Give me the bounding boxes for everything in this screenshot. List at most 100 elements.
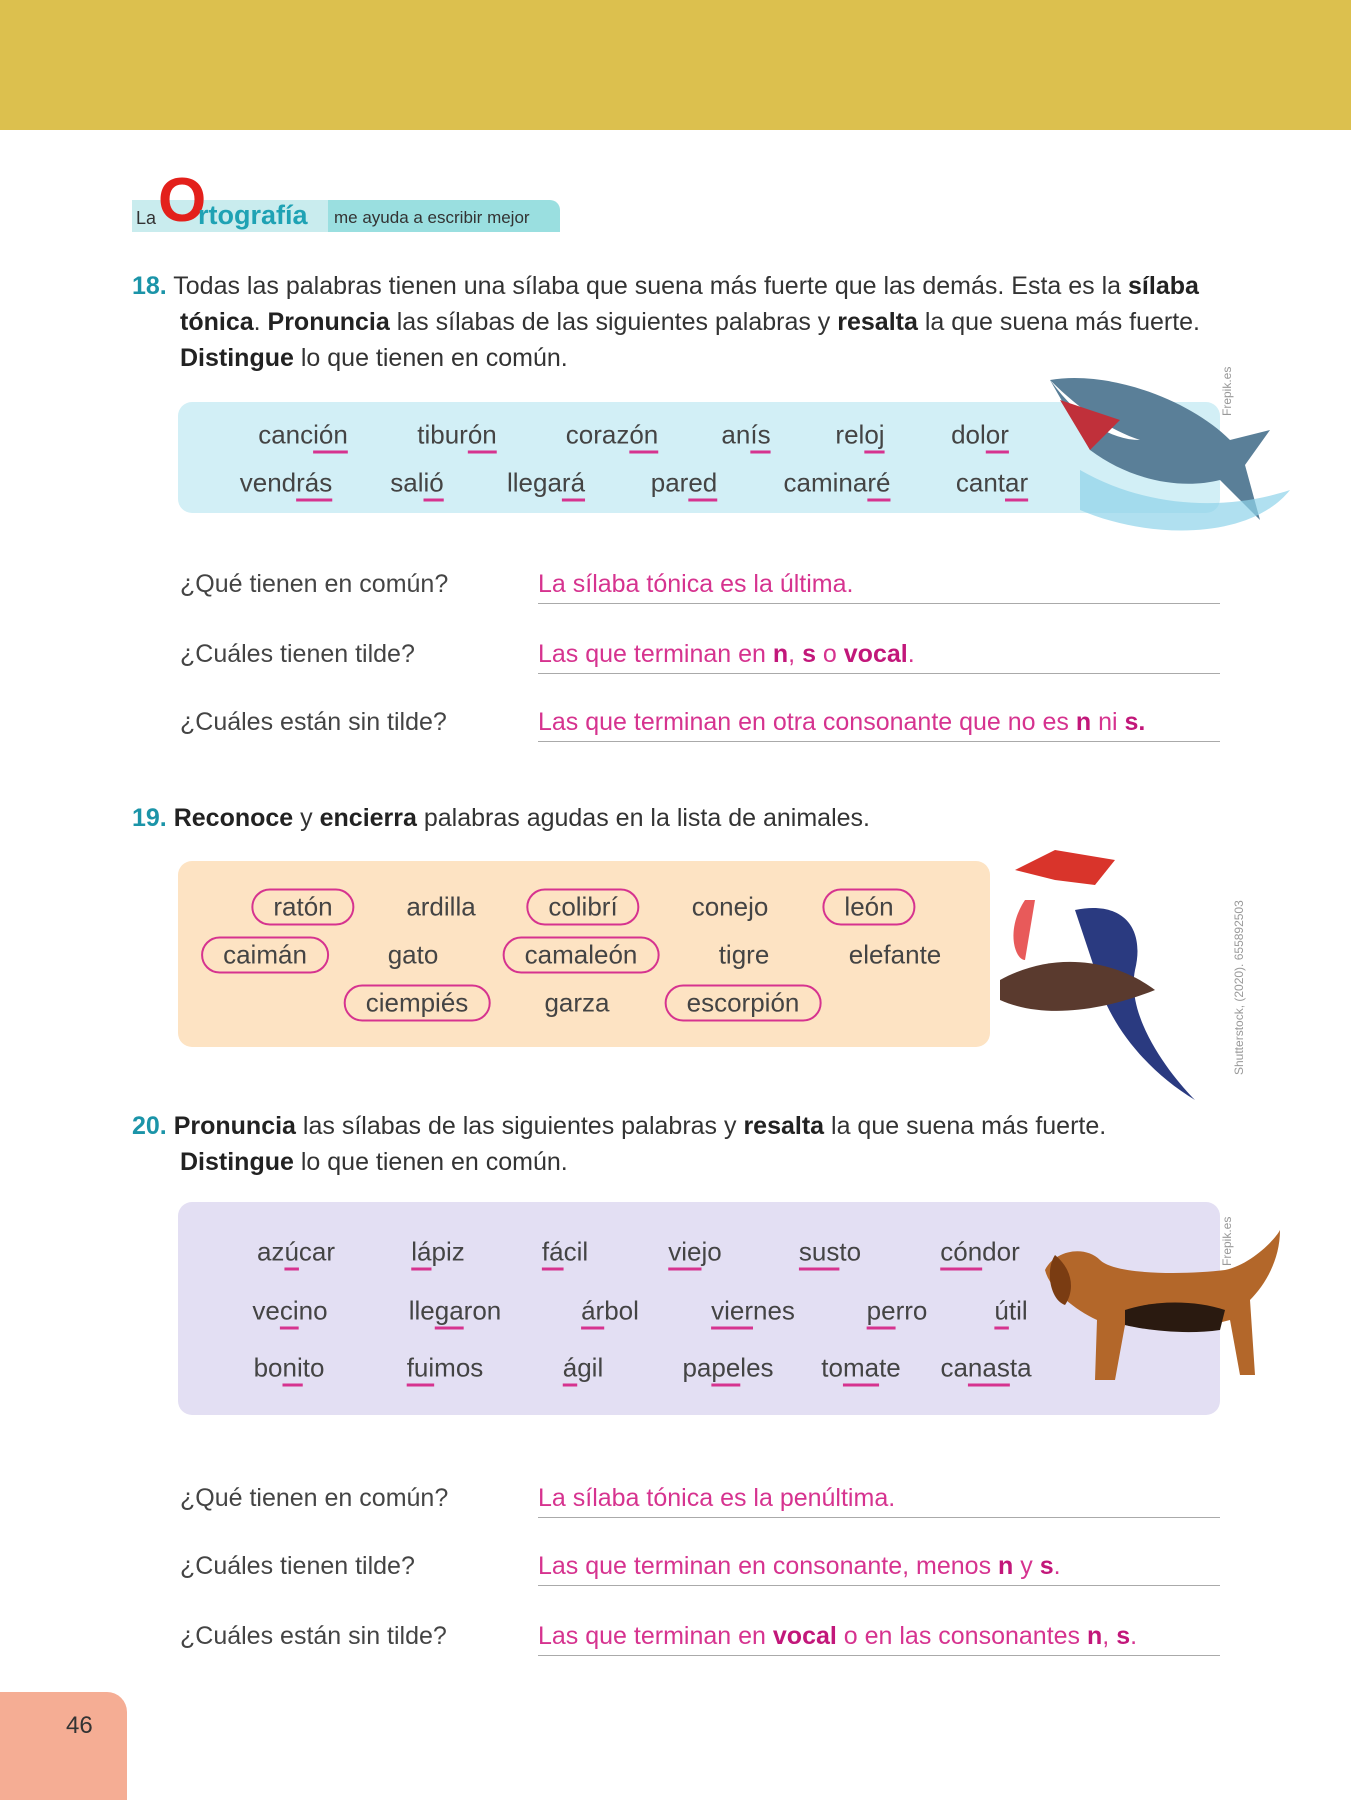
answer-text: o en las consonantes xyxy=(836,1622,1087,1650)
answer-bold: s xyxy=(1116,1622,1131,1650)
answer-bold: s. xyxy=(1124,708,1146,736)
stressed-syllable: or xyxy=(985,419,1009,450)
answer-line: Las que terminan en otra consonante que … xyxy=(538,708,1220,742)
circled-word: león xyxy=(822,888,916,926)
word: canasta xyxy=(940,1352,1032,1383)
word: bonito xyxy=(253,1352,325,1383)
stressed-syllable: pe xyxy=(711,1352,741,1383)
stressed-syllable: oj xyxy=(864,419,885,450)
answer-text: ni xyxy=(1091,708,1125,736)
stressed-syllable: ón xyxy=(467,419,497,450)
question-18: 18. Todas las palabras tienen una sílaba… xyxy=(132,272,1201,372)
word: susto xyxy=(798,1236,862,1267)
stressed-syllable: sus xyxy=(798,1236,840,1267)
stressed-syllable: vier xyxy=(711,1295,753,1326)
stressed-syllable: rás xyxy=(296,467,333,498)
answer-text: . xyxy=(1053,1552,1061,1580)
word: cantar xyxy=(955,467,1029,498)
answer-text: Las que terminan en consonante, menos xyxy=(538,1552,999,1580)
question-label: ¿Cuáles están sin tilde? xyxy=(180,708,447,736)
word: árbol xyxy=(581,1295,639,1326)
circled-word: colibrí xyxy=(526,888,640,926)
answer-bold: n xyxy=(772,640,789,668)
stressed-syllable: ed xyxy=(688,467,718,498)
word: conejo xyxy=(691,891,769,922)
circled-word: camaleón xyxy=(502,936,660,974)
section-header: La O rtografía me ayuda a escribir mejor xyxy=(132,170,562,232)
question-label: ¿Cuáles tienen tilde? xyxy=(180,640,415,668)
stressed-syllable: fui xyxy=(406,1352,435,1383)
credit-dog: Frepik.es xyxy=(1220,1216,1234,1266)
answer-row: ¿Cuáles tienen tilde? Las que terminan en… xyxy=(180,1552,1220,1592)
question-19: 19. Reconoce y encierra palabras agudas … xyxy=(132,804,870,832)
word: ágil xyxy=(562,1352,604,1383)
shark-illustration xyxy=(1050,378,1290,531)
word: vendrás xyxy=(239,467,333,498)
answer-text: Las que terminan en xyxy=(538,1622,773,1650)
answer-bold: s xyxy=(802,640,816,668)
word: papeles xyxy=(682,1352,774,1383)
stressed-syllable: ió xyxy=(423,467,444,498)
word: vecino xyxy=(252,1295,328,1326)
word: garza xyxy=(544,987,610,1018)
stressed-syllable: pe xyxy=(866,1295,896,1326)
word: cóndor xyxy=(940,1236,1020,1267)
answer-row: ¿Cuáles tienen tilde? Las que terminan en… xyxy=(180,640,1220,680)
stressed-syllable: ú xyxy=(284,1236,299,1267)
word: llegaron xyxy=(408,1295,502,1326)
answer-bold: n xyxy=(1087,1622,1103,1650)
word: pared xyxy=(650,467,718,498)
answer-text: Las que terminan en xyxy=(538,640,773,668)
stressed-syllable: ré xyxy=(867,467,891,498)
page-number: 46 xyxy=(66,1712,93,1739)
stressed-syllable: ar xyxy=(1005,467,1029,498)
credit-bird: Shutterstock, (2020). 655892503 xyxy=(1232,900,1246,1075)
stressed-syllable: cón xyxy=(940,1236,983,1267)
word: corazón xyxy=(565,419,659,450)
stressed-syllable: ni xyxy=(282,1352,303,1383)
stressed-syllable: vie xyxy=(668,1236,702,1267)
answer-text: . xyxy=(907,640,915,668)
answer-row: ¿Cuáles están sin tilde? Las que terminan… xyxy=(180,708,1220,748)
word: salió xyxy=(390,467,444,498)
stressed-syllable: rá xyxy=(561,467,586,498)
answer-row: ¿Qué tienen en común? La sílaba tónica es… xyxy=(180,570,1220,610)
word: dolor xyxy=(951,419,1009,450)
stressed-syllable: ú xyxy=(994,1295,1009,1326)
answer-line: Las que terminan en vocal o en las conso… xyxy=(538,1622,1220,1656)
answer-line: La sílaba tónica es la penúltima. xyxy=(538,1484,1220,1518)
answer-bold: s xyxy=(1039,1552,1054,1580)
word: tomate xyxy=(821,1352,901,1383)
question-20: 20. Pronuncia las sílabas de las siguien… xyxy=(132,1112,1107,1176)
header-subtitle: me ayuda a escribir mejor xyxy=(334,208,530,227)
answer-line: Las que terminan en n, s o vocal. xyxy=(538,640,1220,674)
answer-text: La sílaba tónica es la penúltima. xyxy=(538,1484,896,1512)
header-la: La xyxy=(136,208,157,228)
word: azúcar xyxy=(256,1236,336,1267)
circled-word: escorpión xyxy=(664,984,822,1022)
answer-text: Las que terminan en otra consonante que … xyxy=(538,708,1076,736)
answer-text: o xyxy=(815,640,844,668)
word: gato xyxy=(387,939,439,970)
question-label: ¿Cuáles tienen tilde? xyxy=(180,1552,415,1580)
word: ardilla xyxy=(406,891,476,922)
word: anís xyxy=(721,419,771,450)
question-label: ¿Qué tienen en común? xyxy=(180,1484,449,1512)
stressed-syllable: ár xyxy=(581,1295,605,1326)
circled-word: ciempiés xyxy=(343,984,491,1022)
stressed-syllable: á xyxy=(562,1352,578,1383)
stressed-syllable: fá xyxy=(541,1236,564,1267)
answer-bold: vocal xyxy=(843,640,908,668)
stressed-syllable: ma xyxy=(842,1352,880,1383)
dog-illustration xyxy=(1045,1230,1280,1380)
answer-text: , xyxy=(788,640,803,668)
word: fuimos xyxy=(406,1352,484,1383)
top-band xyxy=(0,0,1351,130)
word: tiburón xyxy=(417,419,497,450)
word: fácil xyxy=(541,1236,589,1267)
header-o: O xyxy=(158,166,207,235)
word: tigre xyxy=(718,939,770,970)
stressed-syllable: ión xyxy=(313,419,348,450)
stressed-syllable: ís xyxy=(750,419,771,450)
stressed-syllable: lá xyxy=(411,1236,432,1267)
